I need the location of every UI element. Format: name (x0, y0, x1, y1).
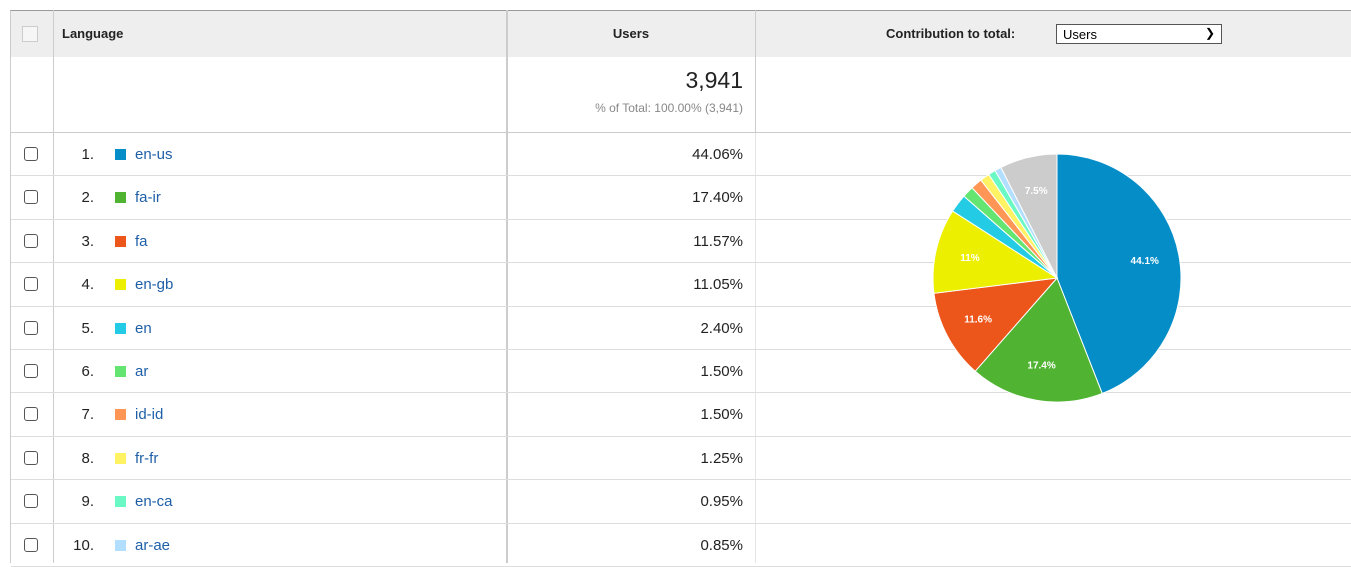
table-row (11, 307, 1351, 350)
users-value: 11.05% (693, 276, 743, 294)
row-checkbox[interactable] (24, 364, 38, 378)
table-row (11, 133, 1351, 177)
rank: 2. (81, 189, 94, 207)
users-value: 2.40% (700, 319, 743, 337)
pie-slice (1056, 153, 1182, 395)
row-checkbox[interactable] (24, 147, 38, 161)
rank: 6. (81, 363, 94, 380)
color-swatch (115, 366, 126, 377)
row-checkbox[interactable] (24, 190, 38, 205)
rank: 9. (81, 493, 94, 511)
slice-label: 44.1% (1131, 256, 1159, 267)
table-row (11, 437, 1351, 481)
row-checkbox[interactable] (24, 494, 38, 509)
color-swatch (115, 192, 126, 204)
total-percent: % of Total: 100.00% (3,941) (595, 101, 743, 115)
language-link[interactable]: id-id (135, 406, 164, 424)
rank: 1. (81, 146, 94, 163)
language-link[interactable]: ar-ae (135, 536, 171, 554)
slice-label: 11.6% (964, 314, 992, 325)
users-header[interactable]: Users (507, 26, 755, 41)
users-value: 44.06% (692, 146, 743, 163)
totals-border (11, 132, 1351, 133)
users-value: 1.25% (700, 449, 743, 467)
col-divider (506, 10, 508, 563)
contribution-select[interactable]: Users ❯ (1056, 24, 1222, 44)
language-link[interactable]: en-gb (135, 276, 174, 294)
color-swatch (115, 496, 126, 508)
dropdown-arrow: ❯ (1204, 26, 1215, 40)
row-checkbox[interactable] (24, 407, 38, 422)
table-row (11, 176, 1351, 220)
table-row (11, 263, 1351, 307)
language-link[interactable]: en-us (135, 146, 173, 163)
language-header: Language (62, 26, 124, 41)
pie-chart: 44.1% 17.4% 11.6% 11% 7.5% (932, 153, 1182, 403)
table-row (11, 350, 1351, 394)
frame (10, 10, 1351, 563)
color-swatch (115, 322, 126, 334)
pie-slice (974, 277, 1103, 403)
col-divider (755, 132, 756, 563)
color-swatch (115, 279, 126, 291)
users-value: 0.95% (700, 493, 743, 511)
pie-slice (932, 210, 1059, 294)
language-link[interactable]: en-ca (135, 493, 173, 511)
pie-slice (1000, 153, 1058, 279)
pie-slice (933, 277, 1059, 372)
language-link[interactable]: ar (135, 363, 149, 380)
slice-label: 7.5% (1025, 186, 1048, 197)
color-swatch (115, 539, 126, 551)
users-value: 0.85% (700, 536, 743, 554)
rank: 3. (81, 232, 94, 250)
users-value: 1.50% (700, 363, 743, 380)
select-value: Users (1063, 27, 1097, 42)
language-link[interactable]: en (135, 319, 152, 337)
rank: 7. (81, 406, 94, 424)
users-value: 11.57% (693, 232, 743, 250)
total-users: 3,941 (685, 67, 743, 93)
row-checkbox[interactable] (24, 277, 38, 292)
color-swatch (115, 409, 126, 421)
color-swatch (115, 235, 126, 247)
row-checkbox[interactable] (24, 233, 38, 248)
language-link[interactable]: fa-ir (135, 189, 161, 207)
table-row (11, 480, 1351, 524)
col-divider (755, 10, 756, 132)
users-value: 17.40% (692, 189, 743, 207)
language-link[interactable]: fa (135, 232, 148, 250)
language-link[interactable]: fr-fr (135, 449, 159, 467)
row-checkbox[interactable] (24, 320, 38, 335)
rank: 5. (81, 319, 94, 337)
contribution-label: Contribution to total: (886, 26, 1016, 41)
slice-label: 17.4% (1027, 361, 1055, 372)
rank: 4. (81, 276, 94, 294)
rank: 10. (73, 536, 94, 554)
slice-label: 11% (960, 253, 980, 264)
color-swatch (115, 452, 126, 464)
color-swatch (115, 149, 126, 160)
rank: 8. (81, 449, 94, 467)
row-checkbox[interactable] (24, 537, 38, 552)
select-all[interactable] (22, 26, 38, 42)
table-row (11, 393, 1351, 437)
row-checkbox[interactable] (24, 450, 38, 465)
table-row (11, 220, 1351, 264)
col-divider (53, 10, 54, 563)
users-value: 1.50% (700, 406, 743, 424)
